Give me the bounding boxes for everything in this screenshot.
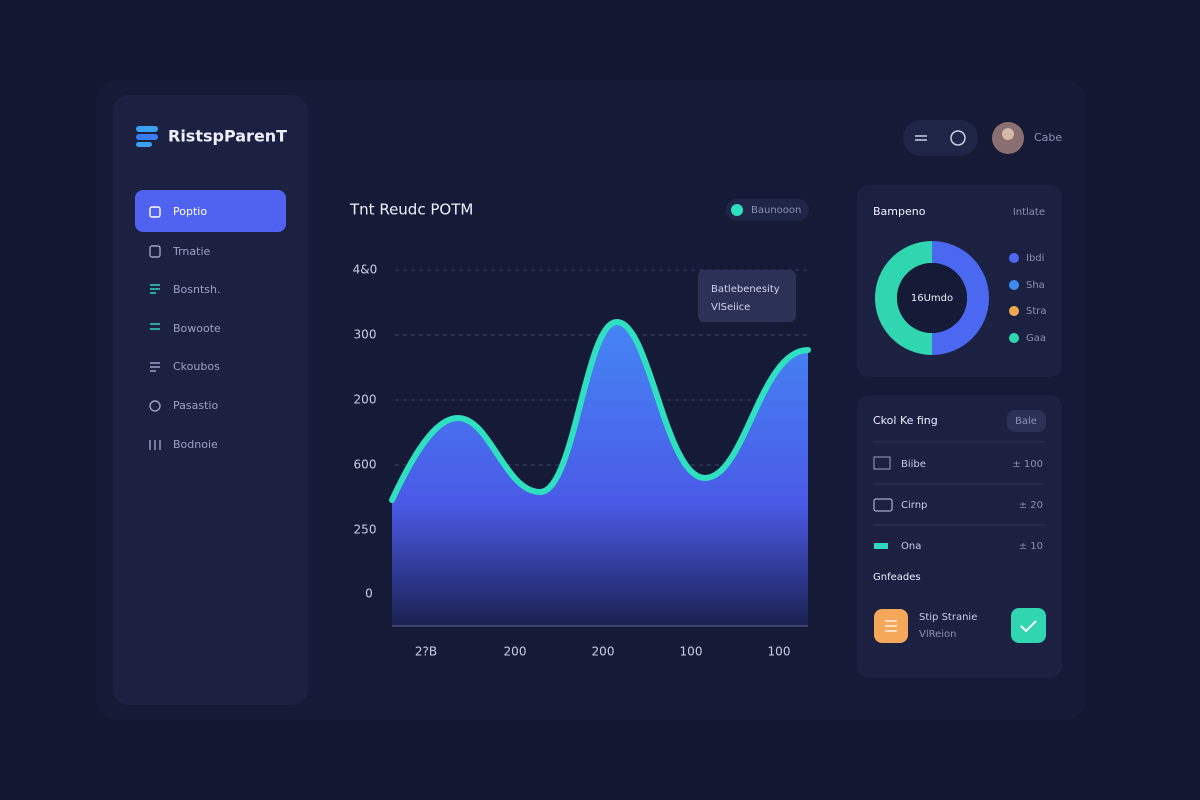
nav-active[interactable] — [135, 190, 286, 232]
toggle[interactable] — [726, 199, 809, 221]
x-label: 200 — [504, 645, 527, 659]
row-label: Ona — [901, 541, 921, 552]
nav-item[interactable]: Bosntsh. — [173, 283, 221, 296]
check-icon — [1020, 620, 1037, 633]
donut-hole — [897, 263, 967, 333]
x-label: 2?B — [415, 645, 437, 659]
item-icon-lines — [885, 620, 897, 632]
nav-item[interactable]: Bodnoie — [173, 438, 218, 451]
row-label: Cirnp — [901, 500, 927, 511]
tooltip-text: Batlebenesity — [711, 284, 780, 295]
legend-label: Gaa — [1026, 333, 1046, 344]
donut-segment — [875, 241, 932, 355]
y-label: 600 — [354, 458, 377, 472]
header-icons[interactable] — [903, 120, 978, 156]
clock-icon — [950, 130, 966, 146]
brand: RistspParenT — [168, 127, 287, 146]
row-value: ± 20 — [1019, 500, 1043, 511]
donut-segment — [932, 241, 989, 355]
menu-icon — [915, 135, 927, 141]
legend-dot — [1009, 333, 1019, 343]
x-label: 100 — [768, 645, 791, 659]
user-name: Cabe — [1034, 131, 1062, 144]
list-card — [857, 395, 1062, 678]
legend-label: Stra — [1026, 306, 1047, 317]
row-icon — [873, 456, 891, 470]
row-icon — [874, 543, 888, 549]
logo — [136, 126, 158, 147]
row-dividers — [873, 441, 1045, 526]
check-button[interactable] — [1011, 608, 1046, 643]
chart-title: Tnt Reudc POTM — [349, 201, 473, 219]
card-button-label: Bale — [1015, 416, 1037, 427]
y-label: 300 — [354, 328, 377, 342]
x-label: 100 — [680, 645, 703, 659]
row-value: ± 100 — [1012, 459, 1043, 470]
x-label: 200 — [592, 645, 615, 659]
tooltip-text: VlSeiice — [711, 302, 750, 313]
toggle-label: Baunooon — [751, 205, 801, 216]
nav-item[interactable]: Poptio — [173, 205, 207, 218]
nav-icons — [149, 206, 161, 450]
area-fill — [392, 322, 808, 626]
nav-item[interactable]: Pasastio — [173, 399, 218, 412]
section-title: Gnfeades — [873, 572, 921, 583]
y-label: 200 — [354, 393, 377, 407]
row-icon — [873, 498, 893, 512]
item-title: Stip Stranie — [919, 612, 977, 623]
tooltip — [698, 270, 796, 322]
area-line — [389, 318, 811, 503]
legend-label: Sha — [1026, 280, 1045, 291]
avatar-face — [1002, 128, 1014, 140]
card-title: Ckol Ke fing — [873, 414, 938, 427]
nav-item[interactable]: Trnatie — [172, 245, 211, 258]
card-button[interactable] — [1007, 410, 1046, 432]
y-label: 4&0 — [353, 263, 378, 277]
y-label: 250 — [354, 523, 377, 537]
card-action[interactable]: Intlate — [1013, 207, 1045, 218]
legend-label: Ibdi — [1026, 253, 1044, 264]
nav-item[interactable]: Ckoubos — [173, 360, 220, 373]
sidebar — [113, 95, 308, 705]
legend-dot — [1009, 306, 1019, 316]
row-value: ± 10 — [1019, 541, 1043, 552]
item-subtitle: VlReion — [919, 629, 957, 640]
legend-dot — [1009, 253, 1019, 263]
card-title: Bampeno — [873, 205, 926, 218]
nav-item[interactable]: Bowoote — [173, 322, 221, 335]
donut-center: 16Umdo — [911, 293, 953, 304]
y-label: 0 — [365, 587, 373, 601]
row-label: Biibe — [901, 459, 926, 470]
legend-dot — [1009, 280, 1019, 290]
toggle-dot — [731, 204, 743, 216]
